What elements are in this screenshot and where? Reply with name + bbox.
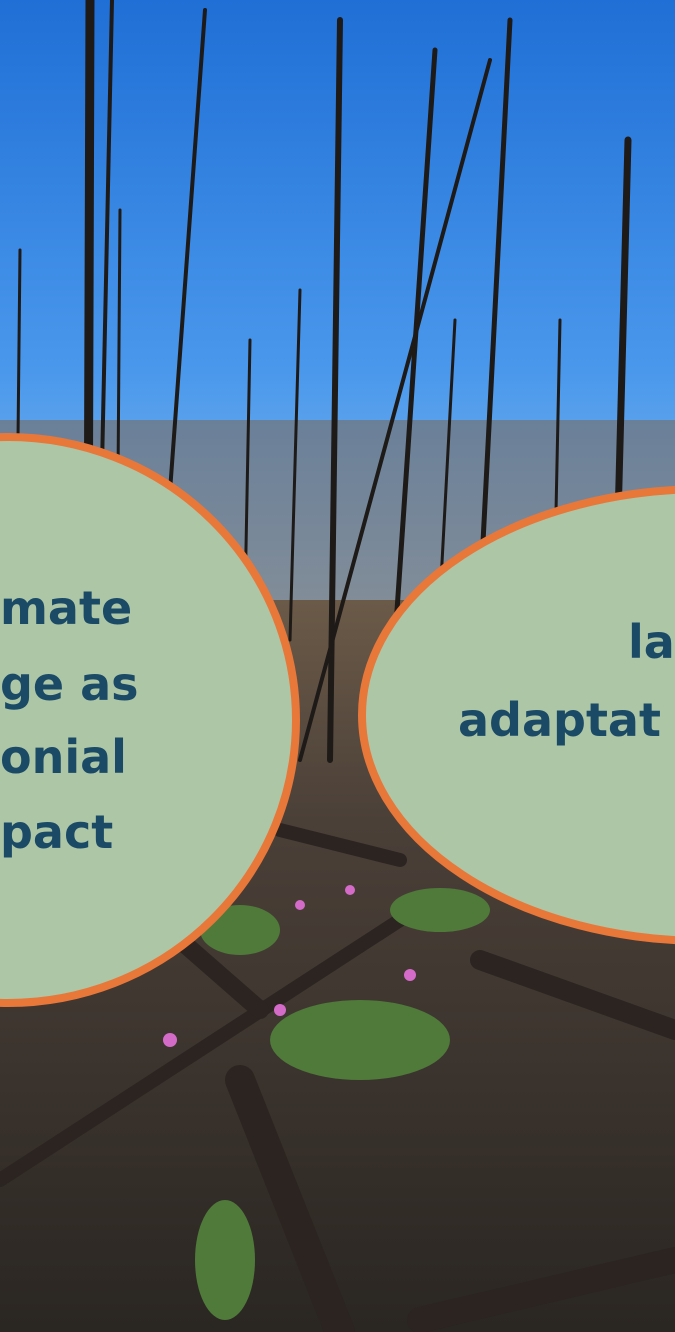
- bubble-text: la: [628, 615, 675, 669]
- bubble-text: mate: [0, 581, 132, 635]
- page: mate ge as onial pact la adaptat (() => …: [0, 0, 675, 1332]
- bubble-text: adaptat: [458, 693, 661, 747]
- bubble-text: ge as: [0, 657, 139, 711]
- scene: mate ge as onial pact la adaptat: [0, 0, 675, 1332]
- bubble-text: pact: [0, 805, 113, 859]
- bubble-text: onial: [0, 730, 127, 784]
